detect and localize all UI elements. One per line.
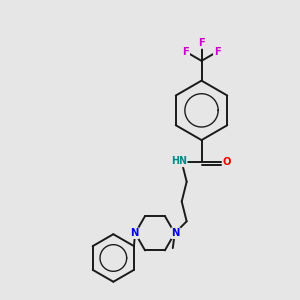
Text: F: F xyxy=(198,38,205,48)
Text: F: F xyxy=(182,47,189,57)
Text: O: O xyxy=(223,157,231,167)
Text: F: F xyxy=(214,47,220,57)
Text: N: N xyxy=(172,228,180,238)
Text: HN: HN xyxy=(171,156,187,167)
Text: N: N xyxy=(130,228,138,238)
